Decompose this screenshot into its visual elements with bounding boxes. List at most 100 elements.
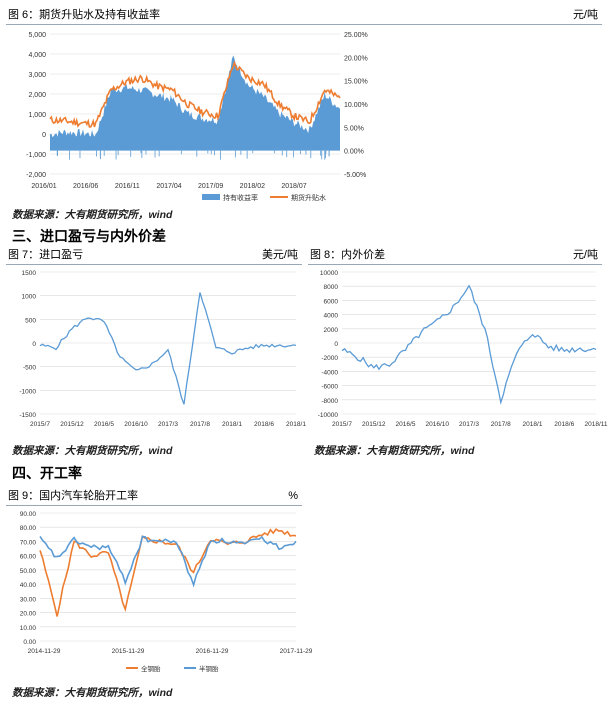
- x-tick-label: 2017-11-29: [280, 648, 313, 655]
- x-tick-label: 2016/10: [124, 421, 148, 428]
- left-tick-label: -1,000: [26, 152, 46, 159]
- right-tick-label: 5.00%: [344, 125, 364, 132]
- figure-8: 图 8：内外价差 元/吨 10000 8000 6000 4000 2000 0 -2000…: [308, 246, 608, 436]
- figure-8-source: 数据来源：大有期货研究所，wind: [314, 445, 475, 457]
- x-tick-label: 2015/7: [332, 421, 352, 428]
- figure-7-chart: 1500 1000 500 0 -500 -1000 -1500 2015/7 2015/12 2…: [19, 270, 306, 428]
- left-tick-label: 4,000: [28, 52, 46, 59]
- series-line-1: [39, 528, 297, 617]
- figure-9-title: 图 9：国内汽车轮胎开工率: [8, 490, 139, 502]
- y-tick-label: 1500: [22, 270, 37, 277]
- legend-label-basis: 期货升贴水: [291, 193, 326, 202]
- y-tick-label: 500: [25, 317, 36, 324]
- x-tick-label: 2015-11-29: [112, 648, 145, 655]
- right-tick-label: -5.00%: [344, 172, 366, 179]
- figure-8-caption-bar: 图 8：内外价差 元/吨: [308, 246, 602, 265]
- section-3-heading: 三、进口盈亏与内外价差: [12, 228, 166, 244]
- y-tick-label: -2000: [321, 355, 338, 362]
- x-tick-label: 2016/06: [73, 183, 98, 190]
- right-tick-label: 20.00%: [344, 55, 368, 62]
- figure-8-unit: 元/吨: [572, 249, 598, 261]
- x-tick-label: 2018/1: [523, 421, 543, 428]
- y-tick-label: 0.00: [23, 639, 36, 646]
- y-tick-label: 60.00: [20, 554, 37, 561]
- left-tick-label: 1,000: [28, 112, 46, 119]
- x-tick-label: 2018/1: [222, 421, 242, 428]
- left-tick-label: 5,000: [28, 32, 46, 39]
- y-tick-label: 2000: [324, 327, 339, 334]
- legend-label: 半钢胎: [199, 664, 219, 673]
- right-tick-label: 10.00%: [344, 102, 368, 109]
- x-tick-label: 2014-11-29: [28, 648, 61, 655]
- figure-6-source: 数据来源：大有期货研究所，wind: [12, 209, 173, 221]
- x-tick-label: 2017/3: [459, 421, 479, 428]
- y-tick-label: -1000: [19, 388, 36, 395]
- x-tick-label: 2018/1: [286, 421, 306, 428]
- y-tick-label: 8000: [324, 284, 339, 291]
- left-tick-label: 3,000: [28, 72, 46, 79]
- x-tick-label: 2018/07: [281, 183, 306, 190]
- x-tick-label: 2016/5: [94, 421, 114, 428]
- y-tick-label: 0: [334, 341, 338, 348]
- y-tick-label: 40.00: [20, 582, 37, 589]
- series-line-1: [341, 284, 597, 405]
- series-line-2: [39, 535, 297, 588]
- figure-9-chart: 90.00 80.00 70.00 60.00 50.00 40.00 30.00 20.00…: [20, 511, 313, 673]
- x-tick-label: 2016/01: [31, 183, 56, 190]
- figure-9-caption-bar: 图 9：国内汽车轮胎开工率 %: [6, 487, 302, 506]
- x-tick-label: 2017/09: [198, 183, 223, 190]
- figure-7-caption-bar: 图 7：进口盈亏 美元/吨: [6, 246, 302, 265]
- y-tick-label: 70.00: [20, 539, 37, 546]
- right-tick-label: 25.00%: [344, 32, 368, 39]
- x-tick-label: 2016/11: [115, 183, 140, 190]
- y-tick-label: -1500: [19, 412, 36, 419]
- basis-line: [49, 60, 341, 128]
- y-tick-label: -6000: [321, 384, 338, 391]
- figure-9-source: 数据来源：大有期货研究所，wind: [12, 687, 173, 699]
- figure-7-unit: 美元/吨: [261, 249, 298, 261]
- figure-7: 图 7：进口盈亏 美元/吨 1500 1000 500 0 -500 -1000 -1500…: [6, 246, 306, 436]
- section-4-heading: 四、开工率: [12, 465, 82, 481]
- y-tick-label: -4000: [321, 369, 338, 376]
- y-tick-label: 30.00: [20, 596, 37, 603]
- x-tick-label: 2017/04: [156, 183, 181, 190]
- y-tick-label: 10.00: [20, 625, 37, 632]
- x-tick-label: 2018/6: [554, 421, 574, 428]
- y-tick-label: 80.00: [20, 525, 37, 532]
- x-tick-label: 2015/12: [60, 421, 84, 428]
- x-tick-label: 2017/8: [491, 421, 511, 428]
- figure-8-title: 图 8：内外价差: [310, 249, 386, 261]
- series-line-1: [39, 292, 297, 405]
- right-tick-label: 15.00%: [344, 79, 368, 86]
- right-tick-label: 0.00%: [344, 149, 364, 156]
- figure-6-title: 图 6：期货升贴水及持有收益率: [8, 9, 161, 21]
- x-tick-label: 2018/02: [240, 183, 265, 190]
- figure-6-chart: 5,000 4,000 3,000 2,000 1,000 0 -1,000 -2,000 25…: [26, 32, 368, 202]
- x-tick-label: 2015/7: [30, 421, 50, 428]
- figure-8-chart: 10000 8000 6000 4000 2000 0 -2000 -4000 -6000 -80…: [318, 270, 608, 428]
- legend-label-holding-yield: 持有收益率: [223, 193, 258, 202]
- legend-swatch-holding-yield: [202, 194, 220, 200]
- y-tick-label: 20.00: [20, 611, 37, 618]
- x-tick-label: 2017/3: [158, 421, 178, 428]
- y-tick-label: -8000: [321, 398, 338, 405]
- left-tick-label: -2,000: [26, 172, 46, 179]
- left-tick-label: 0: [42, 132, 46, 139]
- x-tick-label: 2018/6: [254, 421, 274, 428]
- y-tick-label: 6000: [324, 298, 339, 305]
- y-tick-label: 0: [32, 341, 36, 348]
- figure-6-unit: 元/吨: [572, 9, 598, 21]
- figure-7-source: 数据来源：大有期货研究所，wind: [12, 445, 173, 457]
- y-tick-label: 90.00: [20, 511, 37, 518]
- y-tick-label: 4000: [324, 313, 339, 320]
- x-tick-label: 2017/8: [190, 421, 210, 428]
- y-tick-label: 1000: [22, 294, 37, 301]
- holding-yield-area: [50, 55, 340, 151]
- x-tick-label: 2018/11: [584, 421, 607, 428]
- x-tick-label: 2016-11-29: [196, 648, 229, 655]
- left-tick-label: 2,000: [28, 92, 46, 99]
- y-tick-label: -10000: [318, 412, 339, 419]
- figure-9-unit: %: [288, 490, 298, 502]
- y-tick-label: 10000: [320, 270, 338, 277]
- figure-9: 图 9：国内汽车轮胎开工率 % 90.00 80.00 70.00 60.00 50.0…: [6, 487, 313, 677]
